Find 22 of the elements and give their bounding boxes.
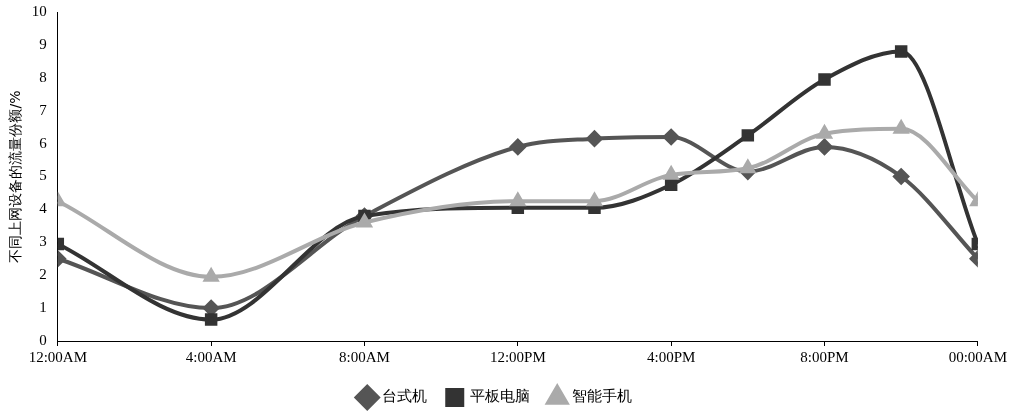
x-tick-label: 00:00AM — [948, 348, 1007, 365]
y-tick-label: 0 — [39, 331, 47, 348]
y-tick-label: 7 — [39, 101, 48, 118]
y-tick-label: 3 — [39, 233, 47, 250]
y-tick-label: 10 — [31, 2, 47, 19]
legend-label: 平板电脑 — [469, 387, 530, 406]
legend-label: 台式机 — [382, 387, 428, 406]
x-tick-label: 4:00PM — [646, 348, 696, 365]
y-tick-label: 6 — [39, 134, 48, 151]
y-axis-title: 不同上网设备的流量份额/% — [7, 90, 24, 263]
y-tick-label: 8 — [39, 68, 47, 85]
y-tick-label: 9 — [39, 35, 47, 52]
x-tick-label: 12:00AM — [28, 348, 87, 365]
y-tick-label: 2 — [39, 266, 47, 283]
y-tick-label: 1 — [39, 299, 47, 316]
x-tick-label: 4:00AM — [185, 348, 237, 365]
y-tick-label: 4 — [39, 200, 48, 217]
legend-label: 智能手机 — [572, 387, 633, 406]
y-tick-label: 5 — [39, 167, 47, 184]
x-tick-label: 8:00AM — [339, 348, 390, 365]
x-tick-label: 8:00PM — [800, 348, 849, 365]
x-tick-label: 12:00PM — [489, 348, 546, 365]
